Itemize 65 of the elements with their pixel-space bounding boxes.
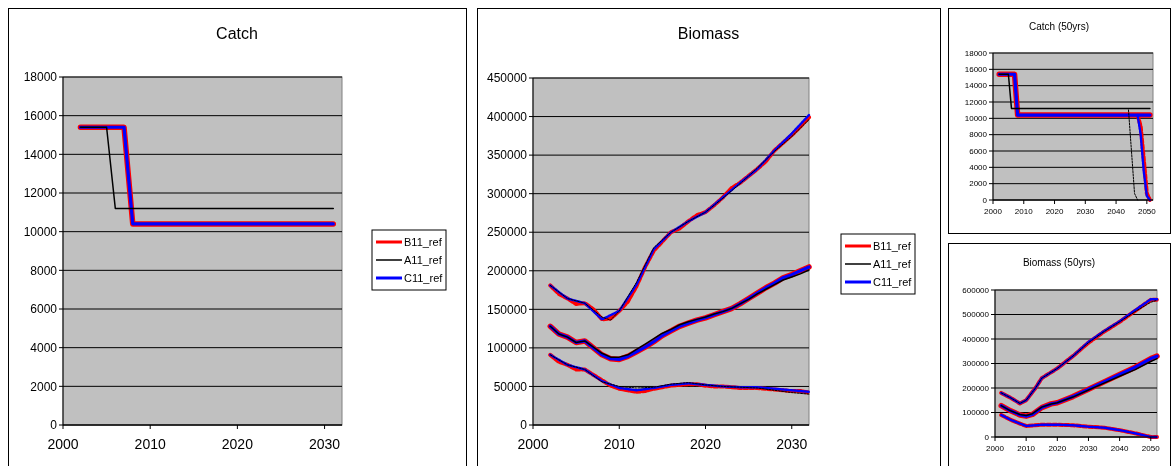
x-tick-label: 2010 (134, 436, 166, 452)
x-tick-label: 2010 (603, 436, 636, 452)
x-tick-label: 2010 (1017, 444, 1036, 453)
y-tick-label: 6000 (969, 146, 988, 156)
y-tick-label: 200000 (486, 263, 528, 278)
chart-title: Biomass (677, 25, 740, 42)
x-tick-label: 2000 (517, 436, 549, 452)
y-tick-label: 12000 (23, 186, 58, 201)
y-tick-label: 8000 (969, 130, 988, 140)
x-tick-label: 2030 (1079, 444, 1098, 453)
y-tick-label: 300000 (962, 359, 990, 369)
y-tick-label: 150000 (486, 302, 528, 317)
y-tick-label: 250000 (486, 225, 528, 240)
x-tick-label: 2020 (1048, 444, 1067, 453)
x-tick-label: 2050 (1141, 444, 1161, 453)
y-tick-label: 14000 (964, 81, 988, 91)
y-tick-label: 100000 (486, 341, 528, 356)
y-tick-label: 0 (982, 195, 988, 205)
y-tick-label: 400000 (962, 334, 990, 344)
y-tick-label: 10000 (964, 114, 988, 124)
legend-label: A11_ref (873, 257, 912, 270)
y-tick-label: 100000 (962, 408, 990, 418)
y-tick-label: 350000 (486, 148, 528, 163)
legend-label: C11_ref (404, 271, 444, 284)
x-tick-label: 2030 (308, 436, 341, 452)
y-tick-label: 500000 (962, 310, 990, 320)
x-tick-label: 2020 (221, 436, 254, 452)
y-tick-label: 4000 (30, 340, 58, 355)
y-tick-label: 14000 (23, 147, 58, 162)
legend-label: A11_ref (404, 253, 443, 266)
chart-title: Catch (50yrs) (1028, 21, 1090, 32)
y-tick-label: 50000 (493, 379, 528, 394)
y-tick-label: 16000 (964, 65, 988, 75)
x-tick-label: 2020 (1045, 207, 1064, 216)
legend-label: B11_ref (873, 239, 912, 252)
y-tick-label: 600000 (962, 285, 990, 295)
y-tick-label: 2000 (30, 379, 58, 394)
chart-title: Biomass (50yrs) (1022, 257, 1096, 268)
legend-label: C11_ref (873, 275, 913, 288)
y-tick-label: 4000 (969, 163, 988, 173)
y-tick-label: 2000 (969, 179, 988, 189)
y-tick-label: 18000 (23, 70, 58, 85)
y-tick-label: 200000 (962, 383, 990, 393)
x-tick-label: 2000 (47, 436, 79, 452)
y-tick-label: 300000 (486, 186, 528, 201)
x-tick-label: 2030 (1076, 207, 1095, 216)
y-tick-label: 10000 (23, 224, 58, 239)
y-tick-label: 450000 (486, 71, 528, 86)
legend-label: B11_ref (404, 235, 443, 248)
y-tick-label: 0 (984, 432, 990, 442)
x-tick-label: 2040 (1110, 444, 1130, 453)
y-tick-label: 12000 (964, 97, 988, 107)
x-tick-label: 2040 (1107, 207, 1126, 216)
x-tick-label: 2020 (689, 436, 722, 452)
x-tick-label: 2030 (776, 436, 808, 452)
y-tick-label: 400000 (486, 109, 528, 124)
x-tick-label: 2050 (1137, 207, 1157, 216)
y-tick-label: 16000 (23, 108, 58, 123)
y-tick-label: 0 (50, 418, 58, 433)
x-tick-label: 2010 (1014, 207, 1034, 216)
y-tick-label: 18000 (964, 48, 988, 58)
y-tick-label: 0 (520, 418, 528, 433)
chart-title: Catch (216, 25, 258, 42)
y-tick-label: 8000 (30, 263, 58, 278)
y-tick-label: 6000 (30, 302, 58, 317)
